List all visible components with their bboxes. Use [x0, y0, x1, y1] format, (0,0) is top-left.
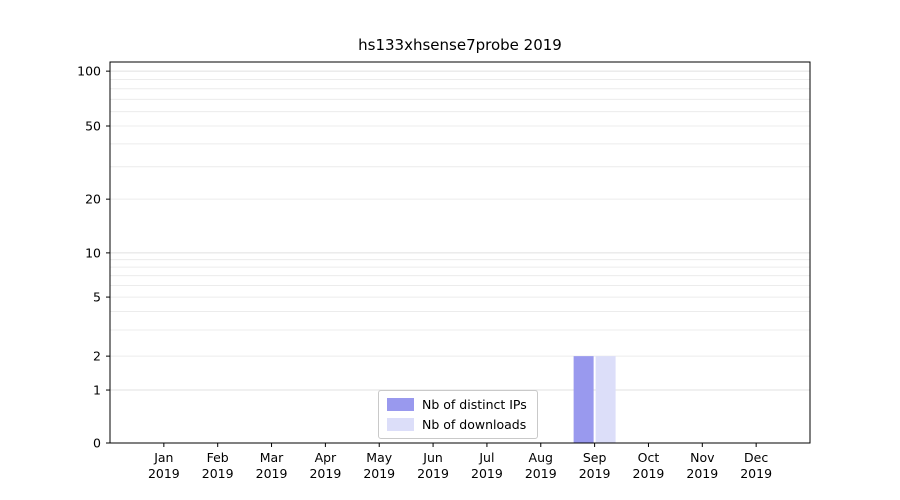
x-tick-year-label: 2019	[202, 466, 234, 481]
x-tick-year-label: 2019	[148, 466, 180, 481]
legend-label-distinct-ips: Nb of distinct IPs	[422, 397, 527, 412]
bar-nb-of-downloads-sep	[595, 356, 616, 443]
y-tick-label: 0	[93, 436, 101, 451]
legend-swatch-downloads	[387, 418, 414, 431]
x-tick-month-label: Sep	[583, 450, 607, 465]
x-tick-month-label: Dec	[744, 450, 768, 465]
x-tick-year-label: 2019	[740, 466, 772, 481]
y-tick-label: 5	[93, 290, 101, 305]
x-tick-year-label: 2019	[579, 466, 611, 481]
x-tick-year-label: 2019	[309, 466, 341, 481]
x-tick-year-label: 2019	[525, 466, 557, 481]
y-tick-label: 2	[93, 349, 101, 364]
x-tick-year-label: 2019	[686, 466, 718, 481]
x-tick-month-label: Feb	[207, 450, 229, 465]
x-tick-month-label: Apr	[315, 450, 337, 465]
x-tick-month-label: May	[366, 450, 392, 465]
legend-item-downloads: Nb of downloads	[387, 417, 527, 432]
y-tick-label: 10	[85, 245, 101, 260]
bar-nb-of-distinct-ips-sep	[573, 356, 594, 443]
x-tick-year-label: 2019	[363, 466, 395, 481]
legend: Nb of distinct IPs Nb of downloads	[378, 390, 538, 439]
x-tick-month-label: Mar	[260, 450, 284, 465]
x-tick-month-label: Jul	[478, 450, 494, 465]
x-tick-year-label: 2019	[256, 466, 288, 481]
x-tick-year-label: 2019	[471, 466, 503, 481]
y-tick-label: 20	[85, 192, 101, 207]
y-tick-label: 1	[93, 383, 101, 398]
x-tick-month-label: Aug	[529, 450, 553, 465]
legend-label-downloads: Nb of downloads	[422, 417, 527, 432]
chart-title: hs133xhsense7probe 2019	[358, 36, 562, 54]
y-tick-label: 100	[77, 64, 101, 79]
y-tick-label: 50	[85, 119, 101, 134]
legend-item-distinct-ips: Nb of distinct IPs	[387, 397, 527, 412]
x-tick-year-label: 2019	[633, 466, 665, 481]
x-tick-month-label: Oct	[638, 450, 660, 465]
x-tick-month-label: Jan	[153, 450, 173, 465]
x-tick-month-label: Jun	[422, 450, 443, 465]
legend-swatch-distinct-ips	[387, 398, 414, 411]
x-tick-month-label: Nov	[690, 450, 715, 465]
x-tick-year-label: 2019	[417, 466, 449, 481]
